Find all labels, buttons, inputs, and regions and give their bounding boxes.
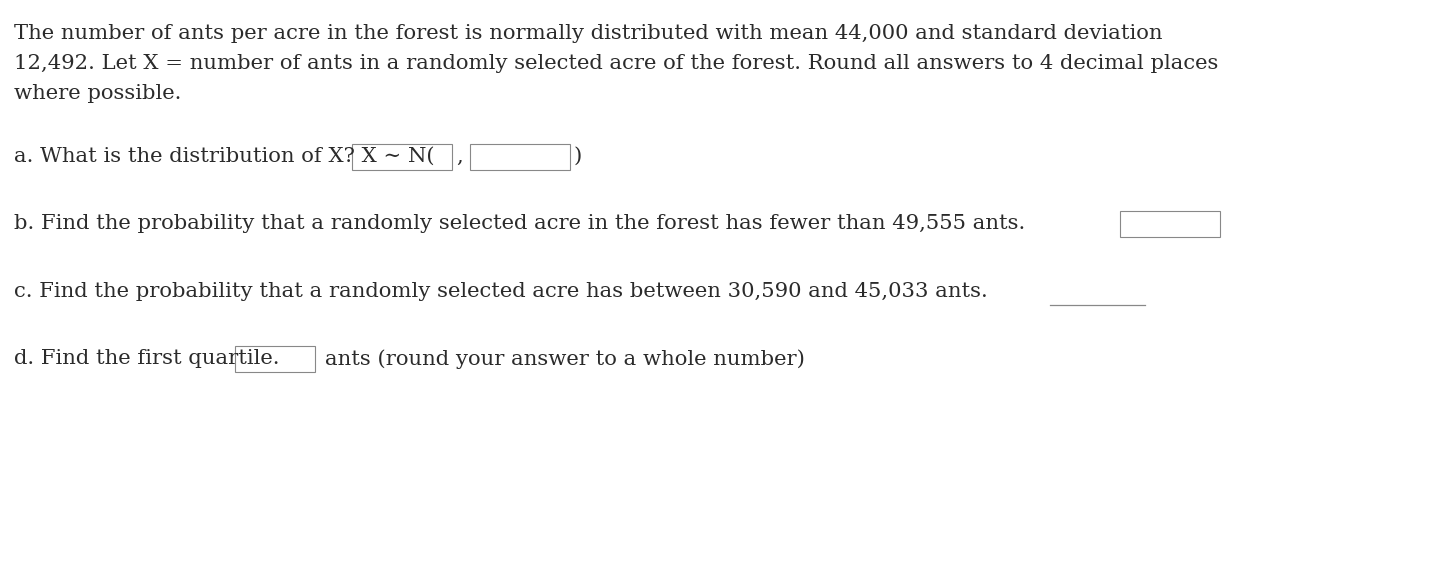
Text: ants (round your answer to a whole number): ants (round your answer to a whole numbe… (325, 349, 805, 369)
Bar (235, 346, 315, 372)
Text: ): ) (574, 147, 583, 166)
Bar (1119, 211, 1219, 237)
Text: d. Find the first quartile.: d. Find the first quartile. (14, 349, 280, 368)
Text: c. Find the probability that a randomly selected acre has between 30,590 and 45,: c. Find the probability that a randomly … (14, 282, 987, 301)
Text: where possible.: where possible. (14, 84, 181, 103)
Bar (470, 144, 570, 170)
Text: 12,492. Let X = number of ants in a randomly selected acre of the forest. Round : 12,492. Let X = number of ants in a rand… (14, 54, 1218, 73)
Text: a. What is the distribution of X? X ∼ N(: a. What is the distribution of X? X ∼ N( (14, 147, 435, 166)
Text: b. Find the probability that a randomly selected acre in the forest has fewer th: b. Find the probability that a randomly … (14, 214, 1025, 233)
Bar (352, 144, 452, 170)
Text: The number of ants per acre in the forest is normally distributed with mean 44,0: The number of ants per acre in the fores… (14, 24, 1163, 43)
Text: ,: , (455, 147, 463, 166)
